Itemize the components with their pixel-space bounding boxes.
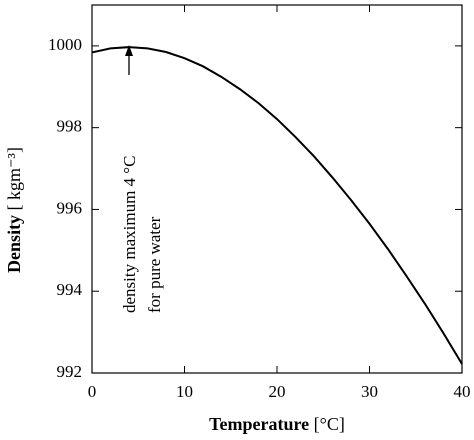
- y-tick-label: 1000: [48, 35, 82, 54]
- x-tick-label: 20: [269, 382, 286, 401]
- data-line: [91, 46, 463, 365]
- y-tick-label: 994: [57, 280, 83, 299]
- x-tick-label: 10: [176, 382, 193, 401]
- y-tick-label: 998: [57, 117, 83, 136]
- x-tick-label: 30: [361, 382, 378, 401]
- y-tick-label: 992: [57, 362, 83, 381]
- x-unit: [°C]: [314, 414, 345, 434]
- x-label: Temperature: [209, 414, 309, 434]
- y-axis-label: Density [ kgm⁻³]: [4, 147, 24, 273]
- x-axis-label: Temperature [°C]: [209, 414, 345, 434]
- annotation-line: for pure water: [145, 216, 164, 313]
- y-unit: [ kgm⁻³]: [4, 147, 24, 210]
- plot-frame: [91, 4, 463, 374]
- annotation-line: density maximum 4 °C: [120, 156, 139, 313]
- annotation-arrowhead: [125, 45, 133, 56]
- y-label: Density: [4, 215, 24, 273]
- y-tick-label: 996: [57, 198, 83, 217]
- x-tick-label: 40: [454, 382, 471, 401]
- x-tick-label: 0: [88, 382, 97, 401]
